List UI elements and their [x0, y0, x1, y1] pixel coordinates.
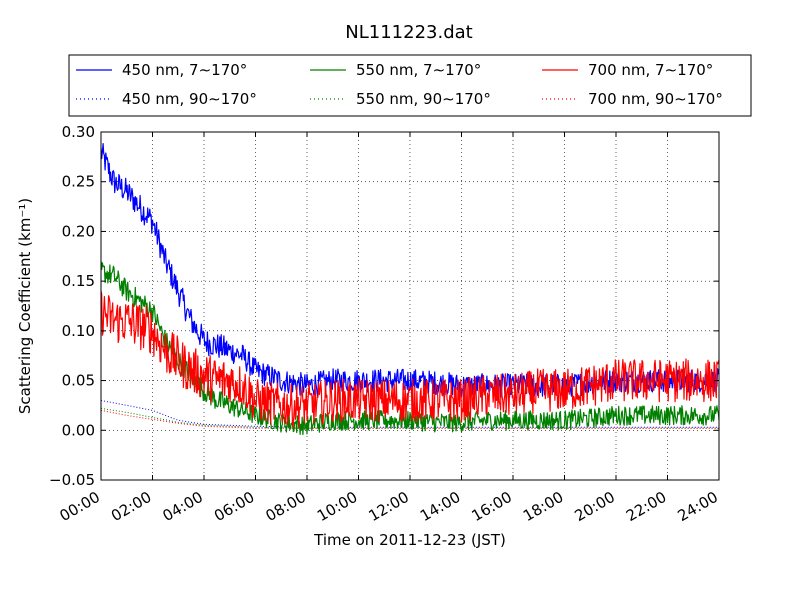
- legend-label: 450 nm, 7∼170°: [122, 61, 247, 79]
- plot-series: [100, 143, 720, 436]
- legend-label: 700 nm, 7∼170°: [588, 61, 713, 79]
- x-tick-label: 00:00: [57, 488, 103, 525]
- legend-label: 700 nm, 90∼170°: [588, 90, 723, 108]
- x-tick-label: 24:00: [675, 488, 721, 525]
- x-tick-label: 04:00: [160, 488, 206, 525]
- legend-label: 550 nm, 7∼170°: [356, 61, 481, 79]
- y-tick-label: 0.10: [62, 322, 95, 340]
- x-tick-label: 10:00: [314, 488, 360, 525]
- y-axis-label: Scattering Coefficient (km⁻¹): [16, 198, 34, 414]
- series-line-dotted: [100, 400, 719, 428]
- legend-label: 450 nm, 90∼170°: [122, 90, 257, 108]
- x-tick-label: 08:00: [263, 488, 309, 525]
- y-tick-label: 0.20: [62, 222, 95, 240]
- axis-ticks: 00:00 02:00 04:00 06:00 08:00 10:00 12:00 14:00…: [49, 123, 721, 525]
- x-tick-label: 12:00: [366, 488, 412, 525]
- x-tick-label: 06:00: [211, 488, 257, 525]
- chart-title: NL111223.dat: [345, 22, 472, 43]
- legend-frame: [68, 54, 752, 117]
- legend-label: 550 nm, 90∼170°: [356, 90, 491, 108]
- series-line: [100, 290, 720, 428]
- x-tick-label: 22:00: [623, 488, 669, 525]
- x-tick-label: 02:00: [108, 488, 154, 525]
- y-tick-label: 0.15: [62, 272, 95, 290]
- x-tick-label: 14:00: [417, 488, 463, 525]
- series-line-dotted: [100, 409, 719, 429]
- y-tick-label: 0.25: [62, 173, 95, 191]
- x-tick-label: 20:00: [572, 488, 618, 525]
- x-tick-label: 16:00: [469, 488, 515, 525]
- y-tick-label: 0.05: [62, 372, 95, 390]
- y-tick-label: −0.05: [49, 471, 95, 489]
- x-tick-label: 18:00: [520, 488, 566, 525]
- y-tick-label: 0.00: [62, 421, 95, 439]
- legend: 450 nm, 7∼170° 450 nm, 90∼170° 550 nm, 7∼1…: [68, 54, 752, 117]
- x-axis-label: Time on 2011-12-23 (JST): [313, 531, 506, 549]
- y-tick-label: 0.30: [62, 123, 95, 141]
